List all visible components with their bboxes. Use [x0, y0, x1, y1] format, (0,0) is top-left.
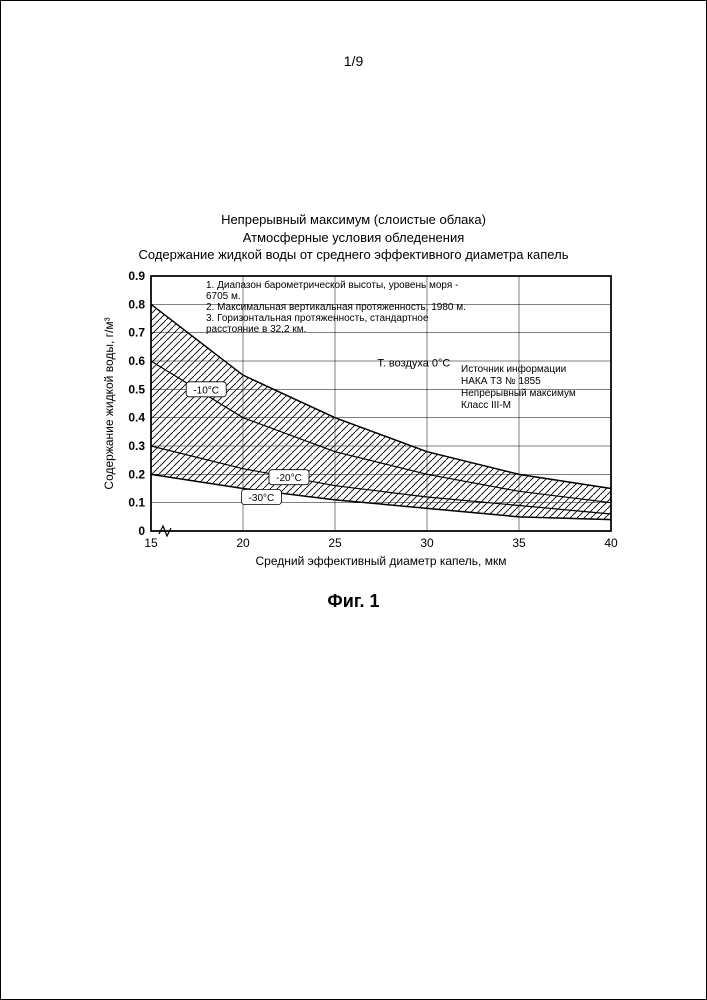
chart-svg: 15 20 25 30 35 40 0 0.1 0.2 0.3 0.4 0.5 0.6 0.7 0.8 0.9… [96, 271, 626, 581]
page-number: 1/9 [1, 53, 706, 69]
chart: 15 20 25 30 35 40 0 0.1 0.2 0.3 0.4 0.5 0.6 0.7 0.8 0.9… [96, 271, 626, 581]
svg-text:Непрерывный максимум: Непрерывный максимум [461, 388, 576, 399]
page: 1/9 Непрерывный максимум (слоистые облак… [0, 0, 707, 1000]
figure-label: Фиг. 1 [1, 591, 706, 612]
svg-text:2. Максимальная вертикальная п: 2. Максимальная вертикальная протяженнос… [206, 302, 466, 313]
svg-text:0.9: 0.9 [128, 271, 145, 283]
svg-text:0.4: 0.4 [128, 411, 145, 425]
title-line-1: Непрерывный максимум (слоистые облака) [1, 211, 706, 229]
svg-text:-10°C: -10°C [193, 385, 219, 396]
svg-text:30: 30 [420, 536, 434, 550]
svg-text:6705 м.: 6705 м. [206, 291, 241, 302]
svg-text:25: 25 [328, 536, 342, 550]
svg-text:0.6: 0.6 [128, 354, 145, 368]
svg-text:Содержание жидкой воды, г/м³: Содержание жидкой воды, г/м³ [102, 317, 116, 489]
title-line-2: Атмосферные условия обледенения [1, 229, 706, 247]
svg-text:0.2: 0.2 [128, 467, 145, 481]
svg-text:0.5: 0.5 [128, 382, 145, 396]
svg-text:-20°C: -20°C [276, 473, 302, 484]
svg-text:15: 15 [144, 536, 158, 550]
svg-text:-30°C: -30°C [249, 493, 275, 504]
svg-text:3. Горизонтальная протяженност: 3. Горизонтальная протяженность, стандар… [206, 313, 429, 324]
svg-text:0.3: 0.3 [128, 439, 145, 453]
svg-text:расстояние в 32,2 км.: расстояние в 32,2 км. [206, 324, 306, 335]
svg-text:Т. воздуха 0°C: Т. воздуха 0°C [377, 358, 450, 370]
svg-text:20: 20 [236, 536, 250, 550]
title-block: Непрерывный максимум (слоистые облака) А… [1, 211, 706, 264]
svg-text:1. Диапазон барометрической вы: 1. Диапазон барометрической высоты, уров… [206, 279, 458, 291]
title-line-3: Содержание жидкой воды от среднего эффек… [1, 246, 706, 264]
svg-text:40: 40 [604, 536, 618, 550]
svg-text:Источник информации: Источник информации [461, 363, 566, 375]
svg-text:Средний эффективный диаметр ка: Средний эффективный диаметр капель, мкм [256, 554, 507, 568]
svg-text:0.8: 0.8 [128, 297, 145, 311]
svg-text:0: 0 [138, 524, 145, 538]
svg-text:0.7: 0.7 [128, 326, 145, 340]
svg-text:Класс III-M: Класс III-M [461, 400, 511, 411]
svg-text:НАКА ТЗ № 1855: НАКА ТЗ № 1855 [461, 376, 541, 387]
svg-text:0.1: 0.1 [128, 496, 145, 510]
svg-text:35: 35 [512, 536, 526, 550]
